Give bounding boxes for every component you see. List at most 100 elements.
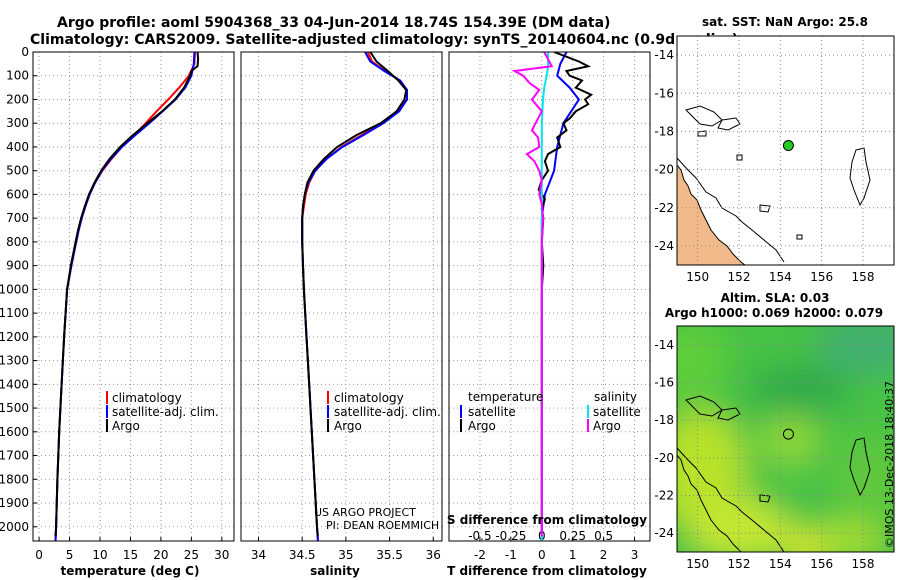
tick-label: 35 [338,548,353,562]
reef-contour [796,234,803,240]
tick-label: -16 [654,376,674,390]
tick-label: 500 [6,164,29,178]
tick-label: -20 [654,451,674,465]
salinity-satellite-line [301,52,408,541]
t-diff-xlabel: T difference from climatology [447,564,647,578]
tick-label: -1 [505,548,517,562]
tick-label: 150 [686,270,709,284]
legend-argo: Argo [112,419,140,433]
tick-label: -16 [654,86,674,100]
temperature-legend: climatology satellite-adj. clim. Argo [106,391,219,433]
reef-contour [849,147,871,207]
tick-label: 200 [6,92,29,106]
sla-map-panel: Altim. SLA: 0.03 Argo h1000: 0.069 h2000… [654,291,895,571]
temperature-argo-line [54,52,200,537]
tick-label: 900 [6,259,29,273]
sla-map-title-line2: Argo h1000: 0.069 h2000: 0.079 [665,306,883,320]
salinity-legend: climatology satellite-adj. clim. Argo [327,391,441,433]
tick-label: 2000 [0,520,29,534]
reef-contour [759,204,771,213]
salinity-climatology-line [301,52,408,541]
tick-label: -24 [654,239,674,253]
salinity-xlabel: salinity [310,564,360,578]
tick-label: -18 [654,413,674,427]
tick-label: 1400 [0,377,29,391]
temperature-axis-ticks: 0 5 10 15 20 25 30 [35,537,229,562]
tick-label: 1900 [0,496,29,510]
legend-temperature-title: temperature [468,390,543,404]
sla-map-title-line1: Altim. SLA: 0.03 [721,291,830,305]
reef-contour [717,407,741,421]
tick-label: 154 [769,270,792,284]
tick-label: 34.5 [289,548,316,562]
reef-contour [677,157,785,263]
t-diff-satellite-line [540,52,581,541]
reef-contour [717,117,741,131]
tick-label: 1500 [0,401,29,415]
tick-label: 0 [21,45,29,59]
tick-label: 154 [769,557,792,571]
tick-label: -22 [654,489,674,503]
project-line2: PI: DEAN ROEMMICH [326,519,439,532]
tick-label: 1 [569,548,577,562]
tick-label: -0.5 [468,529,491,543]
difference-legend: temperature satellite Argo salinity sate… [460,390,641,433]
tick-label: 25 [184,548,199,562]
tick-label: 300 [6,116,29,130]
tick-label: 152 [728,557,751,571]
reef-contour [736,154,743,161]
land-mass [677,454,742,552]
tick-label: 34 [251,548,266,562]
sst-map-grid [677,36,894,265]
temperature-grid [33,51,234,541]
argo-position-marker [782,428,794,440]
tick-label: 0 [538,548,546,562]
salinity-grid [241,51,442,541]
tick-label: 5 [66,548,74,562]
legend-satellite-adj: satellite-adj. clim. [334,405,441,419]
legend-satellite-adj: satellite-adj. clim. [112,405,219,419]
tick-label: -2 [474,548,486,562]
sla-heatmap [677,326,894,552]
tick-label: 152 [728,270,751,284]
temperature-satellite-line [54,52,196,541]
sst-map-panel: sat. SST: NaN Argo: 25.8 150 152 154 156 158… [654,15,895,284]
tick-label: 35.5 [376,548,403,562]
difference-panel: -2 -1 0 1 2 3 -0.5 -0.25 0 0.25 0.5 T difference … [447,51,651,578]
legend-climatology: climatology [334,391,404,405]
s-diff-xlabel: S difference from climatology [447,513,647,527]
tick-label: 156 [810,270,833,284]
reef-contour [677,447,785,552]
tick-label: 2 [600,548,608,562]
tick-label: 600 [6,187,29,201]
reef-contour [759,494,771,503]
legend-s-satellite: satellite [593,405,641,419]
reef-contour [697,130,707,137]
salinity-panel: 34 34.5 35 35.5 36 salinity climatology sate… [240,51,443,578]
legend-argo: Argo [334,419,362,433]
tick-label: 1800 [0,472,29,486]
tick-label: 400 [6,140,29,154]
tick-label: -0.25 [495,529,526,543]
legend-s-argo: Argo [593,419,621,433]
tick-label: 10 [92,548,107,562]
imos-watermark: ©IMOS 13-Dec-2018 18:40:37 [883,381,896,548]
legend-t-argo: Argo [468,419,496,433]
tick-label: -14 [654,338,674,352]
sla-map-grid [677,326,894,552]
tick-label: 36 [426,548,441,562]
tick-label: 1100 [0,306,29,320]
tick-label: 15 [123,548,138,562]
tick-label: 0 [35,548,43,562]
tick-label: 158 [852,557,875,571]
t-diff-argo-line [537,52,594,537]
tick-label: -18 [654,124,674,138]
figure-title-line2: Climatology: CARS2009. Satellite-adjuste… [30,32,738,48]
tick-label: 156 [810,557,833,571]
temperature-xlabel: temperature (deg C) [61,564,200,578]
figure-title-line1: Argo profile: aoml 5904368_33 04-Jun-201… [57,15,610,31]
temperature-climatology-line [54,52,196,541]
tick-label: -20 [654,163,674,177]
tick-label: 1300 [0,354,29,368]
